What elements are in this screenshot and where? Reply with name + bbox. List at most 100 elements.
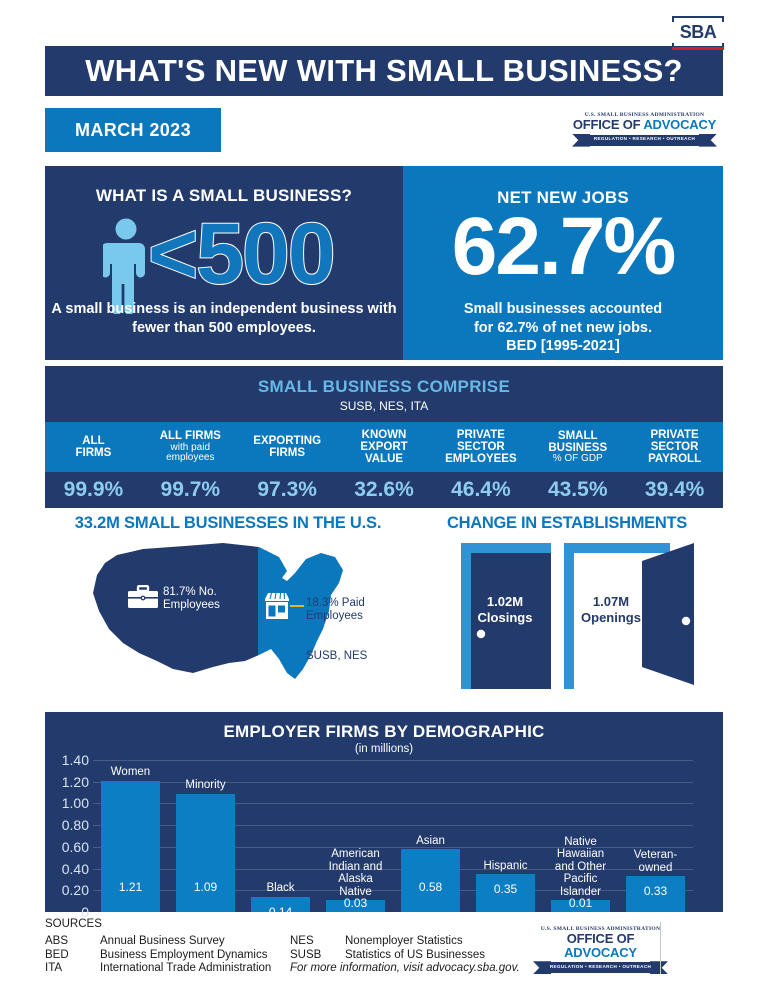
chart-gridline <box>93 781 693 783</box>
closings-value: 1.02M <box>486 594 524 609</box>
map-connector-line <box>290 605 304 608</box>
source-name: International Trade Administration <box>100 962 272 975</box>
source-abbr: NES <box>290 935 314 947</box>
comprise-header-subline: % OF GDP <box>552 452 603 464</box>
chart-y-tick: 1.00 <box>61 795 89 812</box>
chart-bar-value: 0.03 <box>343 896 368 910</box>
definition-body: A small business is an independent busin… <box>51 301 397 336</box>
comprise-header-line: PRIVATE <box>650 428 699 441</box>
definition-heading: WHAT IS A SMALL BUSINESS? <box>95 186 353 205</box>
chart-gridline <box>93 868 693 870</box>
net-new-jobs-value: 62.7% <box>451 201 677 292</box>
chart-gridline <box>93 760 693 761</box>
comprise-value-3: 32.6% <box>354 478 414 501</box>
footer-logo-agency-line: U.S. SMALL BUSINESS ADMINISTRATION <box>540 926 661 932</box>
comprise-subtitle: SUSB, NES, ITA <box>339 399 429 413</box>
chart-title: EMPLOYER FIRMS BY DEMOGRAPHIC <box>223 722 545 741</box>
chart-y-tick: 0 <box>81 904 89 920</box>
small-business-comprise-table: SMALL BUSINESS COMPRISE SUSB, NES, ITA A… <box>45 366 723 508</box>
footer-advocacy-logo: U.S. SMALL BUSINESS ADMINISTRATION OFFIC… <box>533 926 668 976</box>
net-new-jobs-body-line1: Small businesses accounted <box>463 301 663 317</box>
date-chip: MARCH 2023 <box>45 108 221 152</box>
chart-gridline <box>93 825 693 827</box>
map-west-label-line1: 81.7% No. <box>163 586 217 598</box>
chart-bar-value: 0.35 <box>493 882 518 896</box>
source-abbr: ABS <box>45 935 69 947</box>
closed-door-icon <box>461 543 551 689</box>
net-new-jobs-heading: NET NEW JOBS <box>497 188 629 207</box>
person-icon <box>103 218 145 314</box>
map-heading: 33.2M SMALL BUSINESSES IN THE U.S. <box>74 514 382 532</box>
chart-bar-category: Native Hawaiian and Other Pacific Islander <box>554 835 607 898</box>
chart-y-axis: 1.40 1.20 1.00 0.80 0.60 0.40 0.20 0 <box>45 752 93 920</box>
comprise-column-header-1: ALL FIRMS with paid employees <box>142 422 239 472</box>
net-new-jobs-body: Small businesses accounted for 62.7% of … <box>403 300 723 356</box>
comprise-header: SMALL BUSINESS COMPRISE SUSB, NES, ITA <box>45 366 723 413</box>
comprise-header-subline: employees <box>166 452 215 464</box>
chart-bar <box>551 900 610 912</box>
comprise-header-line: ALL <box>82 434 105 447</box>
net-new-jobs-panel: NET NEW JOBS <box>403 166 723 360</box>
chart-subtitle: (in millions) <box>354 743 414 755</box>
sources-right-column: NES Nonemployer Statistics SUSB Statistics … <box>290 935 520 976</box>
chart-bar <box>251 896 310 912</box>
us-map-graphic <box>93 543 343 679</box>
comprise-column-header-0: ALL FIRMS <box>45 422 142 472</box>
chart-y-tick: 0.60 <box>61 838 89 855</box>
chart-bar-category: Women <box>110 766 151 779</box>
openings-text: Openings <box>581 609 641 625</box>
page-title-bar: WHAT'S NEW WITH SMALL BUSINESS? <box>45 46 723 96</box>
closings-label: 1.02M Closings <box>455 594 555 625</box>
source-abbr: ITA <box>45 962 63 975</box>
footer-divider <box>660 922 661 974</box>
footer-logo-ribbon-text: REGULATION • RESEARCH • OUTREACH <box>549 963 652 969</box>
comprise-column-headers: ALL FIRMS ALL FIRMS with paid employees EXPOR… <box>45 422 723 472</box>
comprise-header-line: EMPLOYEES <box>445 453 517 466</box>
chart-bar-category: Hispanic <box>483 859 528 872</box>
source-name: Annual Business Survey <box>100 935 225 947</box>
comprise-value-2: 97.3% <box>257 478 317 501</box>
chart-y-tick: 1.20 <box>61 773 89 790</box>
comprise-header-line: SECTOR <box>650 440 699 453</box>
comprise-title: SMALL BUSINESS COMPRISE <box>257 377 511 396</box>
source-name: Nonemployer Statistics <box>345 935 463 947</box>
footer-logo-ribbon-icon: REGULATION • RESEARCH • OUTREACH <box>533 961 668 976</box>
map-east-label-line2: Employees <box>306 609 363 622</box>
net-new-jobs-body-line3: BED [1995-2021] <box>506 338 620 355</box>
chart-gridline <box>93 846 693 848</box>
comprise-header-line: EXPORT <box>360 440 408 453</box>
logo-agency-line: U.S. SMALL BUSINESS ADMINISTRATION <box>584 112 705 118</box>
comprise-column-header-2: EXPORTING FIRMS <box>239 422 336 472</box>
comprise-header-line: EXPORTING <box>253 434 322 447</box>
office-of-advocacy-logo: U.S. SMALL BUSINESS ADMINISTRATION OFFIC… <box>572 112 717 149</box>
source-row: ABS Annual Business Survey <box>45 935 271 949</box>
source-abbr: SUSB <box>290 948 322 961</box>
chart-bar-category: Minority <box>185 779 226 792</box>
comprise-column-header-6: PRIVATE SECTOR PAYROLL <box>626 422 723 472</box>
chart-bar-category: American Indian and Alaska Native <box>328 848 383 898</box>
source-row: NES Nonemployer Statistics <box>290 935 520 949</box>
source-abbr: BED <box>45 948 69 961</box>
chart-plot-area: 1.21 Women 1.09 Minority 0.14 Black 0.03 Americ… <box>93 760 693 919</box>
map-source: SUSB, NES <box>306 650 368 662</box>
footer-logo-office-line: OFFICE OF ADVOCACY <box>564 931 637 960</box>
map-east-label: 18.3% Paid Employees <box>306 597 365 623</box>
chart-bar-value: 1.21 <box>118 880 143 894</box>
comprise-value-0: 99.9% <box>63 478 124 501</box>
storefront-icon <box>265 592 289 619</box>
chart-bar <box>401 849 460 912</box>
briefcase-icon <box>128 585 158 608</box>
chart-bar-category: Asian <box>416 834 445 847</box>
chart-bar-value: 0.33 <box>643 884 668 899</box>
comprise-value-5: 43.5% <box>547 478 608 501</box>
sources-title: SOURCES <box>45 918 102 930</box>
comprise-value-4: 46.4% <box>451 478 511 501</box>
chart-bar-value: 0.58 <box>418 880 443 894</box>
logo-office-line: OFFICE OF ADVOCACY <box>572 117 717 132</box>
sources-left-column: ABS Annual Business Survey BED Business Emp… <box>45 935 271 976</box>
comprise-header-line: FIRMS <box>269 447 306 459</box>
comprise-header-line: BUSINESS <box>548 441 608 454</box>
chart-bar-category: Veteran-owned <box>633 849 678 874</box>
date-label: MARCH 2023 <box>74 119 192 140</box>
chart-y-tick: 0.20 <box>61 882 89 899</box>
